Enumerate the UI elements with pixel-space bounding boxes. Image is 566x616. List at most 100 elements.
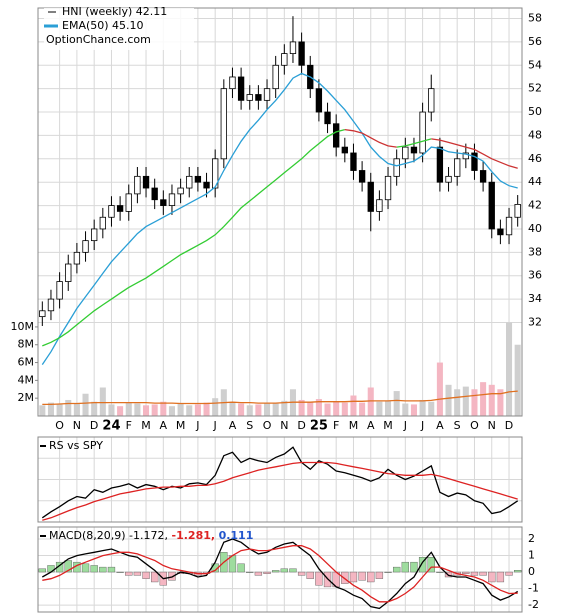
candle-body [315, 88, 323, 113]
rs-title: RS vs SPY [49, 439, 103, 452]
y-tick-label: 2 [528, 532, 535, 545]
volume-bar [350, 395, 357, 416]
volume-bar [168, 406, 175, 416]
candle-body [177, 187, 184, 195]
y-tick-label: 40 [528, 222, 542, 235]
volume-bar [99, 387, 106, 416]
candle-body [436, 146, 444, 183]
x-tick-label: D [297, 419, 305, 432]
candle-body [99, 216, 106, 230]
candle-body [203, 181, 210, 189]
histogram-value: 0.111 [219, 529, 254, 542]
candle-body [445, 175, 452, 183]
histogram-bar [488, 571, 496, 583]
volume-bar [134, 403, 141, 416]
histogram-bar [505, 571, 513, 576]
candle-body [39, 310, 46, 318]
histogram-bar [142, 571, 150, 579]
histogram-bar [384, 571, 392, 573]
volume-bar [307, 401, 314, 416]
volume-bar [264, 402, 271, 416]
y-tick-label: 44 [528, 175, 542, 188]
candle-body [393, 158, 400, 177]
y-tick-label: 50 [528, 105, 542, 118]
histogram-bar [427, 557, 435, 573]
x-tick-label: J [420, 419, 424, 432]
volume-bars [39, 322, 521, 416]
candle-body [514, 204, 521, 218]
indicator-line [41, 538, 519, 610]
volume-bar [436, 362, 443, 416]
volume-bar [454, 389, 461, 416]
candle-body [134, 175, 141, 195]
x-tick-label: M [176, 419, 186, 432]
volume-bar [497, 389, 504, 416]
candle-body [220, 88, 227, 160]
volume-bar [514, 344, 521, 416]
x-tick-label: M [141, 419, 151, 432]
y-tick-label: 54 [528, 58, 542, 71]
grid-layer [38, 8, 522, 612]
volume-bar [91, 401, 98, 416]
x-tick-label: S [246, 419, 253, 432]
volume-bar [471, 389, 478, 416]
candle-body [358, 170, 366, 183]
x-tick-label: F [333, 419, 339, 432]
candle-body [237, 76, 245, 101]
mark-layer [38, 16, 522, 610]
histogram-bar [254, 571, 263, 576]
candle-body [91, 228, 98, 242]
histogram-bar [237, 563, 245, 573]
indicator-line [42, 128, 432, 347]
volume-bar [229, 401, 236, 416]
candle-body [333, 123, 340, 148]
candle-body [289, 41, 297, 54]
volume-bar [376, 401, 383, 416]
y-tick-label: -1 [528, 582, 539, 595]
candle-body [419, 111, 426, 154]
y-tick-label: 1 [528, 549, 535, 562]
volume-bar [462, 386, 469, 416]
volume-bar [238, 403, 245, 416]
x-tick-label: N [280, 419, 288, 432]
histogram-bar [358, 571, 366, 581]
rs-frame [37, 436, 523, 523]
histogram-bar [306, 571, 314, 579]
histogram-bar [133, 571, 142, 576]
y-tick-label: 52 [528, 82, 542, 95]
volume-bar [488, 384, 495, 416]
candle-body [263, 88, 271, 101]
x-tick-label: D [505, 419, 513, 432]
candle-body [488, 181, 495, 230]
histogram-bar [99, 566, 107, 573]
histogram-bar [81, 563, 90, 573]
volume-bar [246, 405, 253, 416]
x-tick-label: A [160, 419, 168, 432]
indicator-line [344, 128, 518, 169]
candle-body [246, 94, 253, 101]
histogram-bar [315, 571, 323, 586]
histogram-bar [401, 561, 409, 573]
x-tick-label: J [195, 419, 199, 432]
candle-body [142, 175, 150, 189]
candle-body [272, 64, 279, 90]
y-tick-label: 46 [528, 152, 542, 165]
volume-bar [419, 399, 426, 416]
candle-body [73, 251, 81, 265]
histogram-bar [436, 571, 444, 573]
indicator-line [41, 446, 519, 519]
volume-bar [194, 404, 201, 416]
y-tick-label: 58 [528, 12, 542, 25]
volume-bar [333, 401, 340, 416]
price-frame [37, 7, 523, 417]
candle-body [384, 175, 392, 201]
x-tick-label: N [73, 419, 81, 432]
legend-box [44, 8, 194, 50]
histogram-bar [393, 566, 401, 573]
indicator-line [42, 461, 518, 521]
volume-bar [212, 398, 219, 416]
x-tick-label: F [126, 419, 132, 432]
x-tick-label: N [488, 419, 496, 432]
legend-ema: EMA(50) 45.10 [62, 19, 144, 32]
histogram-bar [496, 571, 505, 583]
